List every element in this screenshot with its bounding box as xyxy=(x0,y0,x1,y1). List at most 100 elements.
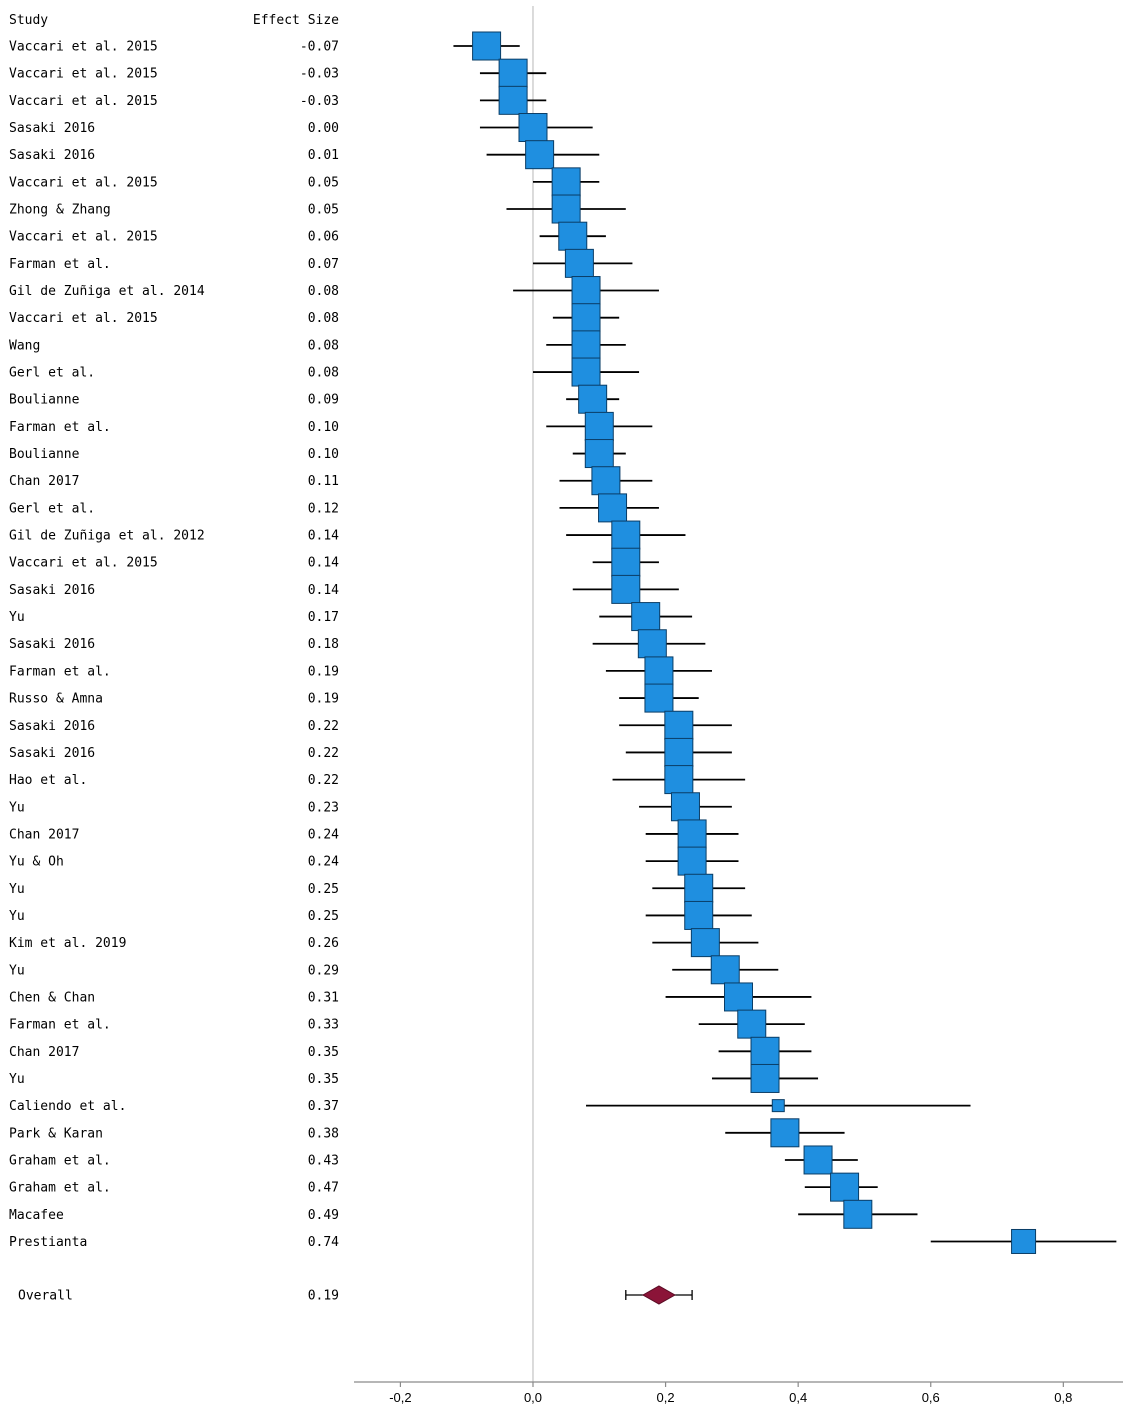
effect-size-marker xyxy=(684,873,714,903)
study-label: Chan 2017 xyxy=(9,1045,79,1060)
study-label: Vaccari et al. 2015 xyxy=(9,67,158,82)
effect-size-value: 0.37 xyxy=(308,1099,339,1114)
effect-size-marker xyxy=(558,221,588,251)
effect-size-value: 0.25 xyxy=(308,909,339,924)
study-label: Kim et al. 2019 xyxy=(9,936,126,951)
study-row: Sasaki 2016 0.22 xyxy=(9,710,732,740)
effect-size-value: 0.23 xyxy=(308,800,339,815)
effect-size-value: 0.47 xyxy=(308,1181,339,1196)
study-row: Yu & Oh 0.24 xyxy=(9,846,739,876)
study-label: Zhong & Zhang xyxy=(9,203,111,218)
study-label: Yu xyxy=(9,610,25,625)
study-row: Vaccari et al. 2015 -0.03 xyxy=(9,58,547,88)
study-label: Hao et al. xyxy=(9,773,87,788)
study-label: Farman et al. xyxy=(9,664,111,679)
study-row: Vaccari et al. 2015 0.08 xyxy=(9,303,620,333)
study-label: Sasaki 2016 xyxy=(9,746,95,761)
effect-size-marker xyxy=(830,1172,860,1202)
study-row: Gil de Zuñiga et al. 2014 0.08 xyxy=(9,276,659,306)
effect-size-value: 0.35 xyxy=(308,1072,339,1087)
effect-size-value: 0.14 xyxy=(308,529,339,544)
effect-size-marker xyxy=(498,85,528,115)
effect-size-marker xyxy=(664,710,694,740)
study-row: Chen & Chan 0.31 xyxy=(9,982,812,1012)
effect-size-marker xyxy=(598,493,628,523)
overall-effect-value: 0.19 xyxy=(308,1289,339,1304)
study-label: Yu xyxy=(9,882,25,897)
effect-size-marker xyxy=(571,276,601,306)
study-label: Chan 2017 xyxy=(9,827,79,842)
effect-size-value: 0.43 xyxy=(308,1153,339,1168)
effect-size-marker xyxy=(750,1036,780,1066)
study-label: Boulianne xyxy=(9,393,80,408)
study-label: Yu xyxy=(9,909,25,924)
study-label: Macafee xyxy=(9,1208,64,1223)
study-label: Yu xyxy=(9,800,25,815)
effect-size-marker xyxy=(710,955,740,985)
study-row: Boulianne 0.10 xyxy=(9,439,626,469)
study-row: Graham et al. 0.47 xyxy=(9,1172,878,1202)
effect-size-marker xyxy=(737,1009,767,1039)
effect-size-marker xyxy=(472,31,502,61)
study-row: Macafee 0.49 xyxy=(9,1199,918,1229)
study-row: Vaccari et al. 2015 0.14 xyxy=(9,547,659,577)
study-label: Yu xyxy=(9,963,25,978)
effect-size-value: 0.10 xyxy=(308,447,339,462)
study-label: Graham et al. xyxy=(9,1181,111,1196)
effect-size-value: 0.35 xyxy=(308,1045,339,1060)
study-row: Yu 0.29 xyxy=(9,955,779,985)
study-label: Caliendo et al. xyxy=(9,1099,126,1114)
study-row: Vaccari et al. 2015 -0.07 xyxy=(9,31,520,61)
effect-size-value: 0.09 xyxy=(308,393,339,408)
x-axis-tick-label: 0,4 xyxy=(789,1390,807,1405)
study-row: Wang 0.08 xyxy=(9,330,626,360)
study-label: Park & Karan xyxy=(9,1126,103,1141)
x-axis-tick-label: -0,2 xyxy=(389,1390,411,1405)
study-label: Farman et al. xyxy=(9,257,111,272)
effect-size-value: 0.24 xyxy=(308,855,339,870)
effect-size-marker xyxy=(644,656,674,686)
effect-size-value: 0.10 xyxy=(308,420,339,435)
study-row: Prestianta 0.74 xyxy=(9,1228,1117,1254)
overall-label: Overall xyxy=(18,1289,73,1304)
study-row: Chan 2017 0.35 xyxy=(9,1036,812,1066)
effect-size-value: 0.08 xyxy=(308,311,339,326)
study-row: Gerl et al. 0.12 xyxy=(9,493,659,523)
study-row: Sasaki 2016 0.00 xyxy=(9,113,593,143)
study-label: Vaccari et al. 2015 xyxy=(9,40,158,55)
study-label: Vaccari et al. 2015 xyxy=(9,311,158,326)
x-axis-tick-label: 0,0 xyxy=(524,1390,542,1405)
effect-size-marker xyxy=(525,140,555,170)
effect-size-value: 0.26 xyxy=(308,936,339,951)
study-label: Vaccari et al. 2015 xyxy=(9,556,158,571)
study-row: Yu 0.35 xyxy=(9,1063,819,1093)
effect-size-marker xyxy=(677,846,707,876)
effect-size-marker xyxy=(843,1199,873,1229)
effect-size-value: 0.19 xyxy=(308,692,339,707)
study-row: Vaccari et al. 2015 -0.03 xyxy=(9,85,547,115)
study-row: Hao et al. 0.22 xyxy=(9,765,746,795)
study-row: Sasaki 2016 0.01 xyxy=(9,140,600,170)
effect-size-value: 0.00 xyxy=(308,121,339,136)
study-label: Sasaki 2016 xyxy=(9,637,95,652)
study-label: Prestianta xyxy=(9,1235,87,1250)
effect-size-value: 0.38 xyxy=(308,1126,339,1141)
study-row: Vaccari et al. 2015 0.06 xyxy=(9,221,606,251)
study-label: Gil de Zuñiga et al. 2012 xyxy=(9,529,205,544)
x-axis-tick-label: 0,2 xyxy=(657,1390,675,1405)
study-row: Caliendo et al. 0.37 xyxy=(9,1099,971,1114)
study-row: Yu 0.17 xyxy=(9,602,693,632)
effect-size-marker xyxy=(724,982,753,1012)
effect-size-value: 0.25 xyxy=(308,882,339,897)
effect-size-marker xyxy=(664,765,694,795)
effect-size-value: 0.06 xyxy=(308,230,339,245)
effect-size-column-header: Effect Size xyxy=(253,13,339,28)
effect-size-marker xyxy=(637,629,667,659)
effect-size-value: -0.07 xyxy=(300,40,339,55)
study-row: Boulianne 0.09 xyxy=(9,384,620,414)
effect-size-marker xyxy=(684,900,714,930)
study-label: Yu & Oh xyxy=(9,855,64,870)
effect-size-marker xyxy=(631,602,661,632)
study-label: Sasaki 2016 xyxy=(9,583,95,598)
